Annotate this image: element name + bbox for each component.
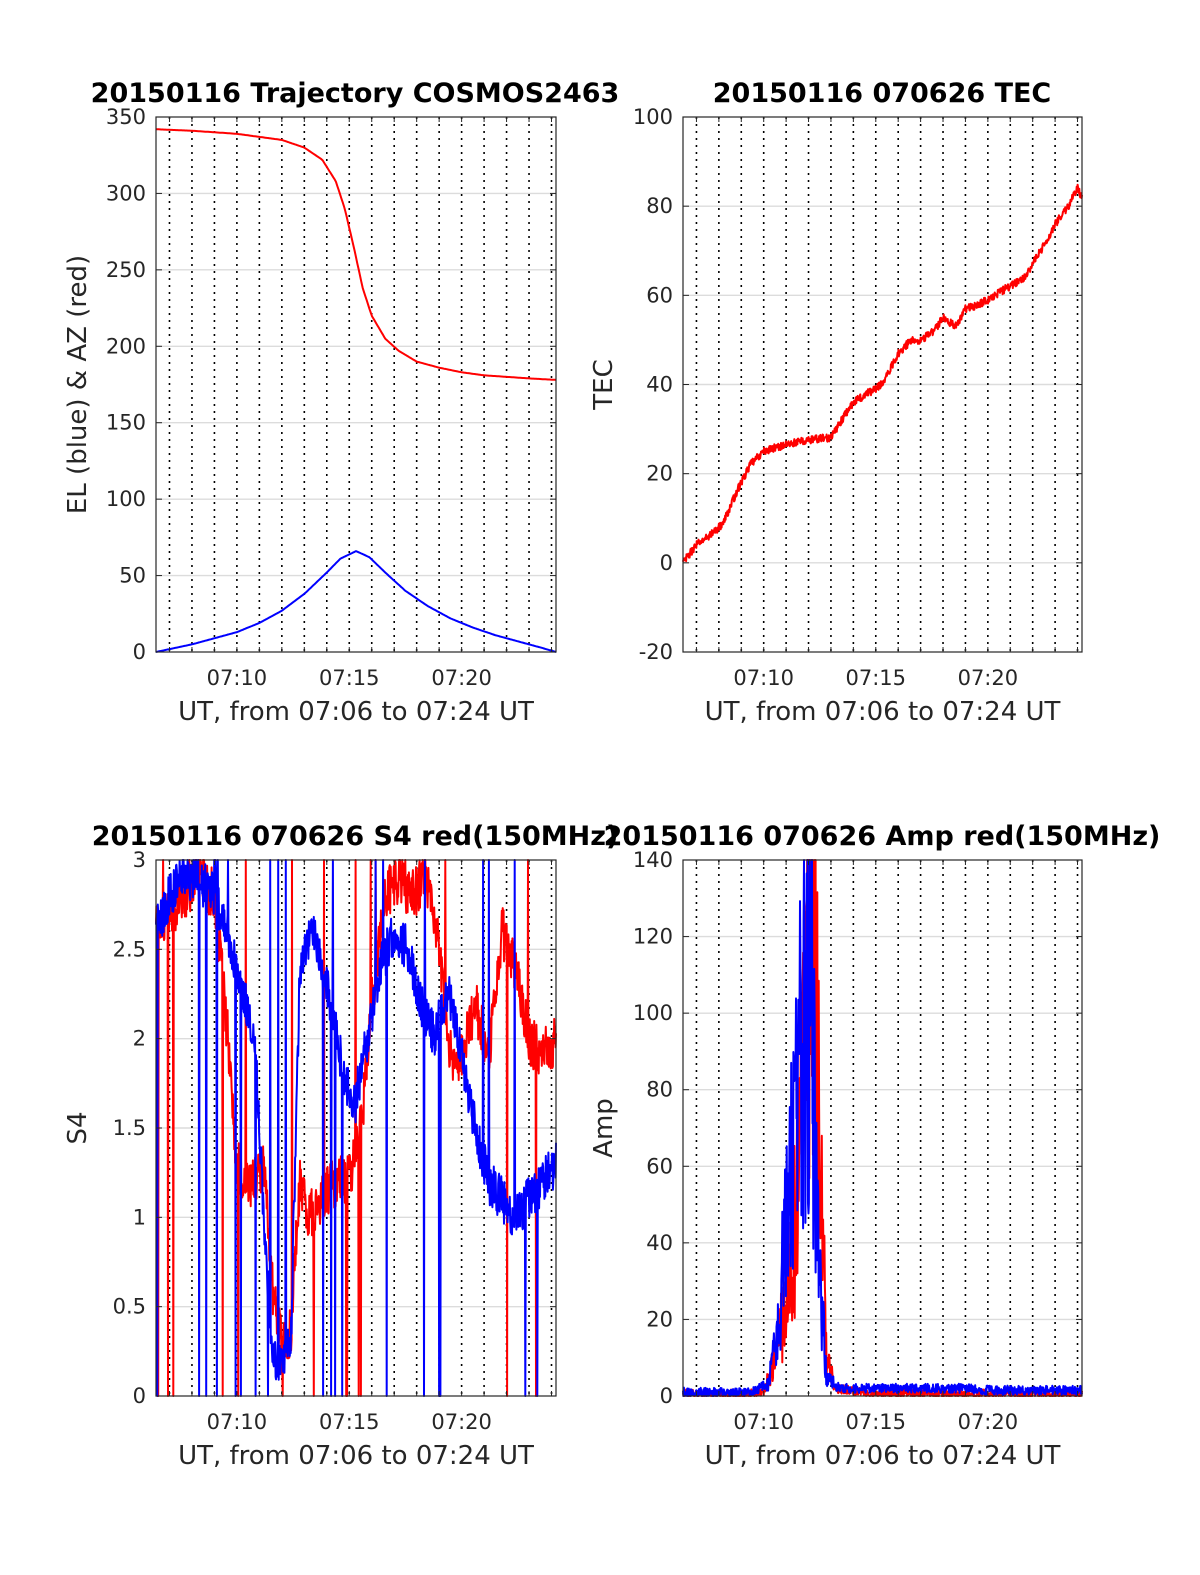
chart-amp: 0 20 40 60 80 100 120 140 07:10 07:15 07:20 2015011…	[589, 821, 1160, 1471]
y-tick-label: 1	[133, 1205, 146, 1229]
x-axis-label: UT, from 07:06 to 07:24 UT	[178, 697, 534, 727]
y-tick-label: 1.5	[113, 1116, 146, 1140]
chart-s4: 0 0.5 1 1.5 2 2.5 3 07:10 07:15 07:20 20150116 070…	[63, 821, 618, 1471]
y-axis-label: TEC	[589, 359, 619, 410]
y-tick-label: 0	[660, 551, 673, 575]
y-tick-label: -20	[639, 640, 673, 664]
chart-title: 20150116 070626 Amp red(150MHz)	[604, 821, 1161, 852]
y-tick-label: 60	[646, 1154, 673, 1178]
axes-frame	[155, 116, 557, 653]
y-tick-label: 0.5	[113, 1295, 146, 1319]
x-tick-label: 07:20	[958, 666, 1019, 690]
y-tick-label: 100	[633, 105, 673, 129]
y-tick-label: 2.5	[113, 937, 146, 961]
x-tick-label: 07:10	[207, 666, 268, 690]
y-tick-label: 80	[646, 194, 673, 218]
y-tick-label: 100	[106, 487, 146, 511]
y-tick-label: 140	[633, 848, 673, 872]
series-line-1	[155, 128, 557, 381]
y-tick-label: 3	[133, 848, 146, 872]
series-line-2	[155, 859, 557, 1397]
series-line-2	[155, 550, 557, 653]
x-axis-label: UT, from 07:06 to 07:24 UT	[178, 1441, 534, 1471]
x-tick-label: 07:15	[319, 666, 380, 690]
y-tick-label: 120	[633, 925, 673, 949]
x-tick-label: 07:20	[958, 1410, 1019, 1434]
y-axis-label: EL (blue) & AZ (red)	[63, 255, 93, 514]
chart-title: 20150116 Trajectory COSMOS2463	[91, 78, 620, 109]
x-tick-label: 07:10	[733, 1410, 794, 1434]
y-axis-label: Amp	[589, 1098, 619, 1158]
y-tick-label: 50	[119, 564, 146, 588]
y-tick-label: 40	[646, 373, 673, 397]
y-tick-label: 20	[646, 462, 673, 486]
y-tick-label: 100	[633, 1001, 673, 1025]
x-tick-label: 07:15	[846, 1410, 907, 1434]
x-tick-label: 07:10	[207, 1410, 268, 1434]
y-tick-label: 150	[106, 411, 146, 435]
y-tick-label: 0	[660, 1384, 673, 1408]
x-axis-label: UT, from 07:06 to 07:24 UT	[705, 1441, 1061, 1471]
chart-tec: -20 0 20 40 60 80 100 07:10 07:15 07:20 20150116 0…	[589, 78, 1083, 727]
y-tick-label: 300	[106, 181, 146, 205]
y-tick-label: 200	[106, 334, 146, 358]
x-tick-label: 07:10	[733, 666, 794, 690]
chart-trajectory: 0 50 100 150 200 250 300 350 07:10 07:15 07:20 2015…	[63, 78, 619, 727]
y-tick-label: 2	[133, 1027, 146, 1051]
y-tick-label: 80	[646, 1078, 673, 1102]
y-tick-label: 0	[133, 640, 146, 664]
series-line-2	[682, 859, 1083, 1397]
chart-title: 20150116 070626 TEC	[713, 78, 1052, 109]
series-line-1	[682, 183, 1083, 563]
y-tick-label: 60	[646, 283, 673, 307]
x-axis-label: UT, from 07:06 to 07:24 UT	[705, 697, 1061, 727]
series-line-1	[682, 859, 1083, 1397]
y-axis-label: S4	[63, 1111, 93, 1144]
y-tick-label: 0	[133, 1384, 146, 1408]
y-tick-label: 20	[646, 1307, 673, 1331]
chart-title: 20150116 070626 S4 red(150MHz)	[92, 821, 619, 852]
y-tick-label: 250	[106, 258, 146, 282]
x-tick-label: 07:15	[319, 1410, 380, 1434]
x-tick-label: 07:20	[431, 666, 492, 690]
y-tick-label: 40	[646, 1231, 673, 1255]
y-tick-label: 350	[106, 105, 146, 129]
axes-frame	[682, 859, 1083, 1397]
x-tick-label: 07:20	[431, 1410, 492, 1434]
x-tick-label: 07:15	[846, 666, 907, 690]
